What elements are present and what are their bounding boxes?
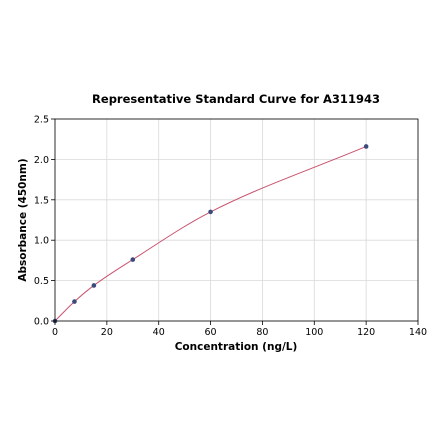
data-points — [52, 144, 369, 324]
y-tick-label: 0.0 — [34, 317, 49, 328]
y-tick-label: 2.5 — [34, 115, 49, 126]
x-axis-ticks: 0 20 40 60 80 100 120 140 — [52, 321, 427, 338]
x-tick-label: 40 — [153, 327, 165, 338]
x-tick-label: 140 — [409, 327, 427, 338]
x-tick-label: 120 — [357, 327, 375, 338]
y-tick-label: 1.0 — [34, 236, 49, 247]
y-tick-label: 1.5 — [34, 195, 49, 206]
x-tick-label: 0 — [52, 327, 58, 338]
plot-area-frame — [54, 118, 419, 322]
y-axis-label: Absorbance (450nm) — [17, 158, 29, 281]
data-point — [363, 144, 369, 149]
y-tick-label: 2.0 — [34, 155, 49, 166]
data-point — [130, 257, 136, 262]
data-point — [91, 283, 97, 288]
data-point — [72, 299, 77, 304]
x-tick-label: 60 — [205, 327, 217, 338]
x-tick-label: 20 — [101, 327, 113, 338]
data-point — [208, 209, 213, 215]
y-tick-label: 0.5 — [34, 276, 49, 287]
y-axis-ticks: 0.0 0.5 1.0 1.5 2.0 2.5 — [34, 115, 55, 328]
x-axis-label: Concentration (ng/L) — [175, 341, 298, 353]
chart-title: Representative Standard Curve for A31194… — [92, 92, 380, 106]
x-tick-label: 80 — [256, 327, 268, 338]
x-tick-label: 100 — [305, 327, 323, 338]
grid — [54, 118, 419, 322]
